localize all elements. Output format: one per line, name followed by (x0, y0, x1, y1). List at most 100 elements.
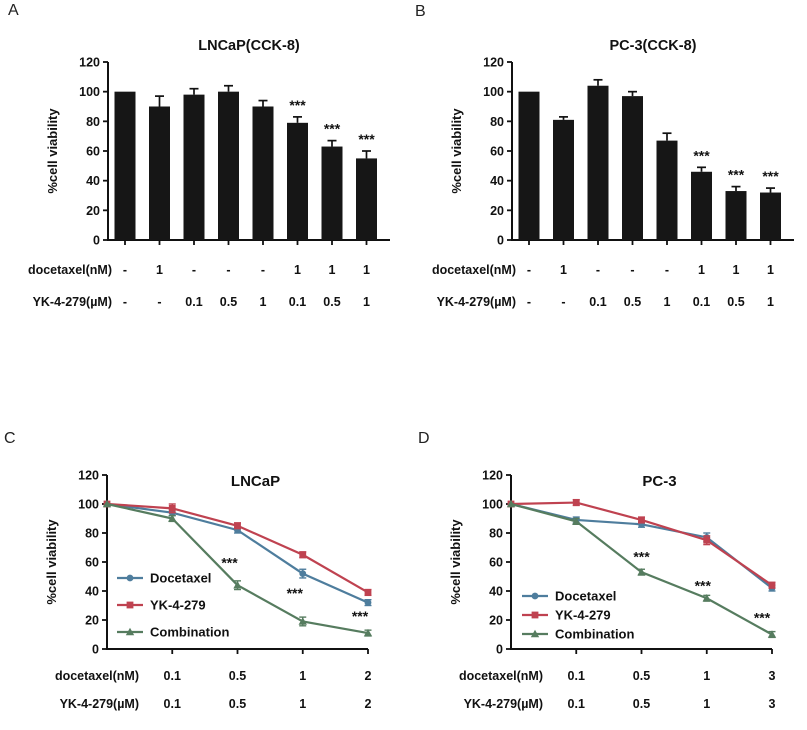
x-ticks (124, 240, 368, 245)
x-ticks (171, 649, 369, 654)
svg-text:1: 1 (698, 263, 705, 277)
svg-text:-: - (123, 263, 127, 277)
svg-text:***: *** (693, 147, 710, 163)
dose-rows: docetaxel(nM) -1- - -1 1 1YK-4-279(µM) - -0.1 0.… (28, 263, 370, 309)
svg-text:-: - (630, 263, 634, 277)
legend: Docetaxel YK-4-279 Combination (522, 589, 634, 642)
svg-text:1: 1 (329, 263, 336, 277)
y-axis-label: %cell viability (449, 108, 464, 194)
svg-text:-: - (527, 295, 531, 309)
svg-text:1: 1 (299, 669, 306, 683)
significance-marks: *** *** *** (693, 147, 779, 184)
svg-text:0.5: 0.5 (323, 295, 340, 309)
svg-text:-: - (123, 295, 127, 309)
bars (518, 85, 781, 241)
significance-marks: *** *** *** (221, 554, 368, 624)
svg-text:Combination: Combination (555, 627, 634, 642)
svg-text:0: 0 (92, 643, 99, 657)
svg-text:100: 100 (78, 498, 99, 512)
svg-text:100: 100 (482, 498, 503, 512)
svg-text:-: - (665, 263, 669, 277)
panel-letter-d: D (418, 430, 430, 447)
svg-text:0.1: 0.1 (568, 697, 585, 711)
svg-text:60: 60 (86, 145, 100, 159)
svg-text:1: 1 (664, 295, 671, 309)
legend: Docetaxel YK-4-279 Combination (117, 571, 229, 640)
svg-text:120: 120 (78, 469, 99, 483)
svg-text:Docetaxel: Docetaxel (555, 589, 616, 604)
svg-text:0.5: 0.5 (220, 295, 237, 309)
series-combination (506, 499, 777, 639)
chart-title: PC-3 (642, 473, 676, 490)
svg-text:-: - (596, 263, 600, 277)
panel-letter-b: B (415, 3, 426, 20)
svg-text:1: 1 (363, 295, 370, 309)
svg-text:***: *** (221, 554, 238, 570)
svg-text:docetaxel(nM): docetaxel(nM) (28, 263, 112, 277)
panel-letter-a: A (8, 2, 19, 19)
svg-text:0.5: 0.5 (624, 295, 641, 309)
svg-text:3: 3 (769, 669, 776, 683)
svg-text:20: 20 (86, 204, 100, 218)
svg-text:2: 2 (365, 669, 372, 683)
svg-text:***: *** (358, 131, 375, 147)
panel-letter-c: C (4, 430, 16, 447)
svg-text:-: - (157, 295, 161, 309)
svg-text:40: 40 (85, 585, 99, 599)
svg-text:60: 60 (490, 145, 504, 159)
svg-text:0: 0 (93, 234, 100, 248)
significance-marks: *** *** *** (633, 549, 770, 626)
svg-text:80: 80 (85, 527, 99, 541)
svg-text:***: *** (289, 97, 306, 113)
svg-text:***: *** (754, 610, 771, 626)
svg-text:docetaxel(nM): docetaxel(nM) (459, 669, 543, 683)
svg-text:%cell viability: %cell viability (44, 519, 59, 605)
svg-text:60: 60 (85, 556, 99, 570)
svg-text:-: - (561, 295, 565, 309)
svg-text:120: 120 (79, 56, 100, 70)
svg-text:0.1: 0.1 (289, 295, 306, 309)
svg-text:YK-4-279(µM): YK-4-279(µM) (60, 697, 139, 711)
dose-rows: docetaxel(nM) 0.1 0.5 1 3 YK-4-279(µM) 0.1 0.5 1… (459, 669, 776, 711)
svg-text:%cell viability: %cell viability (449, 108, 464, 194)
chart-pc3-line: PC-3%cell viability020406080100120******… (448, 469, 777, 711)
error-bars (155, 84, 371, 159)
svg-text:1: 1 (294, 263, 301, 277)
svg-text:***: *** (287, 585, 304, 601)
svg-text:100: 100 (79, 85, 100, 99)
svg-text:40: 40 (489, 585, 503, 599)
svg-text:1: 1 (260, 295, 267, 309)
svg-text:0.1: 0.1 (185, 295, 202, 309)
svg-text:1: 1 (767, 263, 774, 277)
y-axis-label: %cell viability (45, 108, 60, 194)
svg-text:80: 80 (86, 115, 100, 129)
svg-text:1: 1 (299, 697, 306, 711)
svg-text:-: - (527, 263, 531, 277)
svg-text:***: *** (728, 167, 745, 183)
svg-text:1: 1 (560, 263, 567, 277)
svg-text:Combination: Combination (150, 625, 229, 640)
svg-text:YK-4-279: YK-4-279 (555, 608, 611, 623)
svg-text:0.1: 0.1 (164, 697, 181, 711)
svg-text:docetaxel(nM): docetaxel(nM) (55, 669, 139, 683)
svg-text:***: *** (695, 578, 712, 594)
svg-text:40: 40 (490, 174, 504, 188)
svg-text:0.1: 0.1 (568, 669, 585, 683)
chart-title: PC-3(CCK-8) (610, 38, 697, 54)
bars (114, 91, 377, 241)
svg-text:3: 3 (769, 697, 776, 711)
svg-text:LNCaP: LNCaP (231, 473, 280, 490)
svg-text:***: *** (324, 121, 341, 137)
svg-text:1: 1 (703, 697, 710, 711)
svg-text:20: 20 (85, 614, 99, 628)
svg-text:Docetaxel: Docetaxel (150, 571, 211, 586)
y-ticks: 0 20 40 60 80 100 120 (78, 469, 107, 657)
svg-text:YK-4-279(µM): YK-4-279(µM) (464, 697, 543, 711)
svg-text:***: *** (352, 608, 369, 624)
svg-text:1: 1 (363, 263, 370, 277)
y-ticks: 0 20 40 60 80 100 120 (483, 56, 512, 248)
series-combination (102, 499, 373, 637)
svg-text:120: 120 (483, 56, 504, 70)
x-ticks (575, 649, 773, 654)
